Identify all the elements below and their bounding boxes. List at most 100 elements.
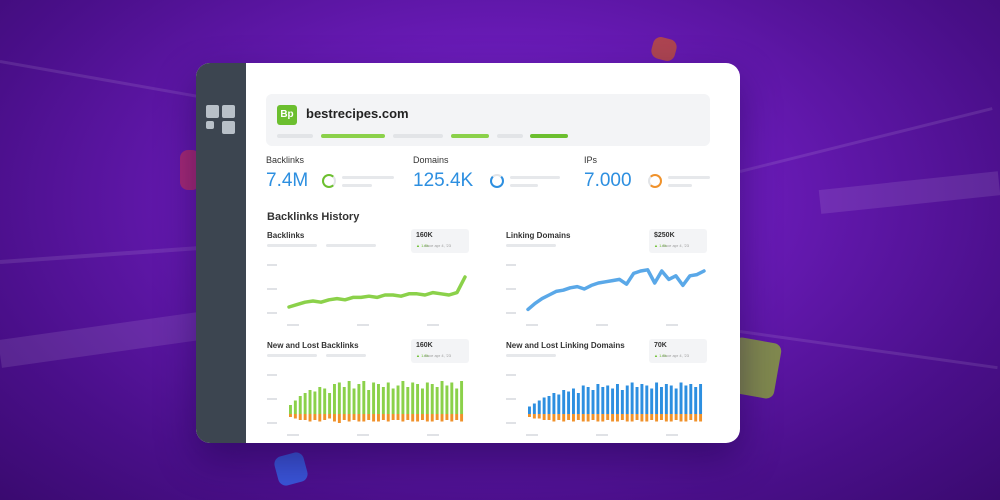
bar-lost <box>596 414 600 422</box>
stat-box[interactable]: 160K ▲ 1.8k since apr 4, '23 <box>411 339 469 363</box>
ips-ring-icon <box>648 174 662 188</box>
bar-lost <box>298 414 302 420</box>
bar-lost <box>318 414 322 422</box>
bar-lost <box>293 414 297 419</box>
placeholder-line <box>668 184 692 187</box>
background-ray <box>739 107 993 173</box>
stat-box[interactable]: 160K ▲ 1.8k since apr 4, '23 <box>411 229 469 253</box>
background-ray <box>818 171 1000 214</box>
chart-title: Backlinks <box>267 231 305 240</box>
bar-new <box>416 384 420 414</box>
bar-lost <box>440 414 444 422</box>
tab-placeholder[interactable] <box>321 134 385 138</box>
bar-lost <box>308 414 312 422</box>
bar-new <box>298 396 302 414</box>
bar-new <box>562 390 566 414</box>
bar-lost <box>576 414 580 420</box>
tab-placeholder[interactable] <box>393 134 443 138</box>
metric-backlinks[interactable]: Backlinks 7.4M <box>266 155 308 192</box>
bar-new <box>303 393 307 414</box>
bar-new <box>630 382 634 414</box>
bar-new <box>435 387 439 414</box>
metric-ips[interactable]: IPs 7.000 <box>584 155 632 192</box>
bar-lost <box>635 414 639 420</box>
bar-new <box>576 393 580 414</box>
bar-lost <box>591 414 595 420</box>
bar-lost <box>357 414 361 422</box>
bar-lost <box>547 414 551 420</box>
bar-new <box>396 385 400 414</box>
bar-lost <box>528 414 531 417</box>
bar-new <box>586 387 590 414</box>
tab-placeholder[interactable] <box>530 134 568 138</box>
bar-lost <box>430 414 434 422</box>
bar-lost <box>567 414 571 420</box>
main-content: Bp bestrecipes.com Backlinks 7.4M Domain… <box>246 63 740 443</box>
bar-new <box>450 382 454 414</box>
bar-new <box>601 387 605 414</box>
stat-box[interactable]: $250K ▲ 1.8k since apr 4, '23 <box>649 229 707 253</box>
bar-new <box>596 384 600 414</box>
stat-value: 160K <box>416 342 433 349</box>
bar-new <box>674 388 678 414</box>
placeholder-line <box>326 244 376 247</box>
bar-new <box>664 384 668 414</box>
bar-new <box>606 385 610 414</box>
bar-new <box>460 381 464 414</box>
chart-title: New and Lost Linking Domains <box>506 341 625 350</box>
bar-lost <box>611 414 615 422</box>
bar-lost <box>362 414 366 422</box>
bar-new <box>660 387 663 414</box>
bar-new <box>357 384 361 414</box>
bar-new <box>367 390 371 414</box>
new-lost-domains-bar-chart <box>506 374 703 436</box>
series-line <box>287 275 467 309</box>
bar-new <box>372 382 376 414</box>
bar-lost <box>323 414 327 420</box>
bar-lost <box>679 414 683 422</box>
bar-lost <box>542 414 546 420</box>
tab-placeholder[interactable] <box>277 134 313 138</box>
site-name[interactable]: bestrecipes.com <box>306 106 409 121</box>
stat-value: $250K <box>654 232 675 239</box>
bar-new <box>611 388 615 414</box>
bar-new <box>377 384 380 414</box>
app-logo-icon[interactable] <box>206 105 236 135</box>
sidebar <box>196 63 246 443</box>
bar-new <box>406 387 410 414</box>
tab-placeholder[interactable] <box>451 134 489 138</box>
stat-box[interactable]: 70K ▲ 1.8k since apr 4, '23 <box>649 339 707 363</box>
bar-new <box>581 385 585 414</box>
bar-new <box>333 384 336 414</box>
bar-new <box>293 400 297 414</box>
stat-delta: ▲ 1.8k <box>654 353 667 358</box>
bar-lost <box>337 414 341 423</box>
bar-lost <box>406 414 410 420</box>
bar-new <box>425 382 429 414</box>
bar-lost <box>328 414 332 419</box>
stat-value: 70K <box>654 342 667 349</box>
bar-new <box>616 384 619 414</box>
tab-placeholder[interactable] <box>497 134 523 138</box>
bar-lost <box>581 414 585 422</box>
metric-domains[interactable]: Domains 125.4K <box>413 155 473 192</box>
bar-lost <box>601 414 605 422</box>
bar-lost <box>289 414 292 417</box>
bar-new <box>323 388 327 414</box>
bar-new <box>689 384 693 414</box>
bar-new <box>328 393 332 414</box>
bar-new <box>455 388 459 414</box>
bar-lost <box>386 414 390 422</box>
placeholder-line <box>267 244 317 247</box>
bar-lost <box>586 414 590 422</box>
bar-new <box>572 388 575 414</box>
bar-new <box>542 397 546 414</box>
bar-new <box>411 382 415 414</box>
bar-new <box>557 394 561 414</box>
metric-value: 7.4M <box>266 170 309 191</box>
stat-delta-note: since apr 4, '23 <box>424 353 452 358</box>
bar-lost <box>347 414 351 422</box>
bar-new <box>386 382 390 414</box>
series-line <box>526 268 706 312</box>
metric-value: 7.000 <box>584 170 632 191</box>
